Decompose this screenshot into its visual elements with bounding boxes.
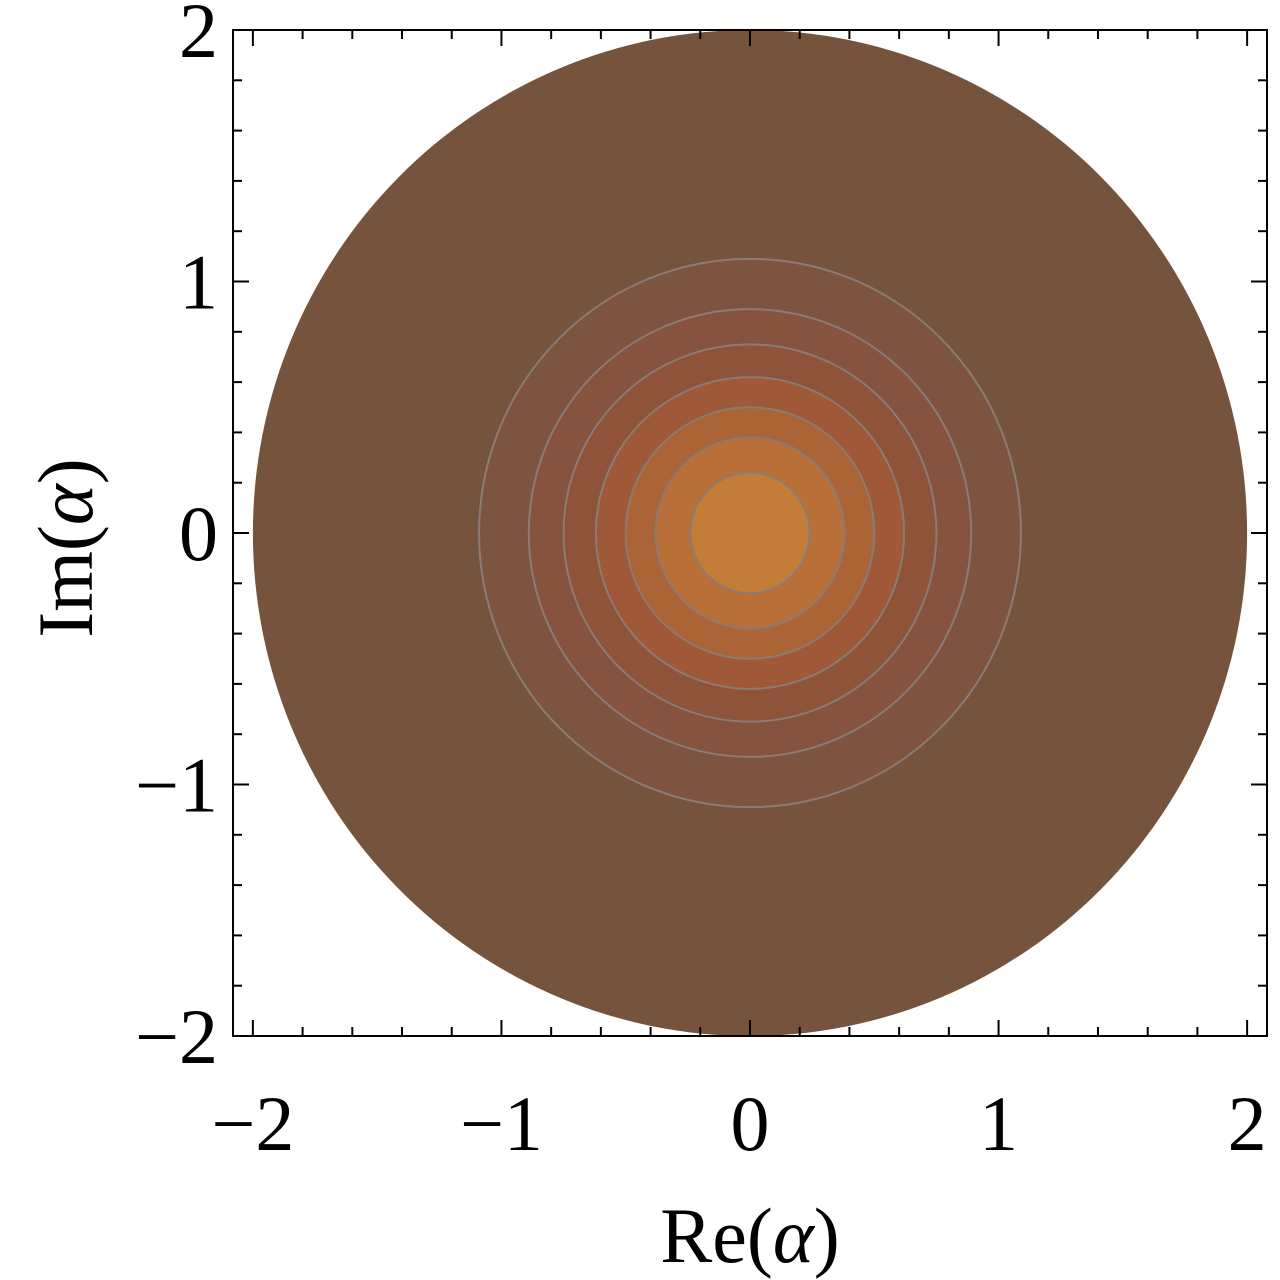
x-tick-label: −2: [211, 1080, 294, 1167]
x-tick-label: −1: [460, 1080, 543, 1167]
y-tick-label: 1: [179, 239, 218, 326]
contour-line: [478, 257, 1022, 809]
contour-band: [690, 472, 810, 594]
contour-line: [624, 406, 876, 660]
x-tick-label: 0: [731, 1080, 770, 1167]
y-axis-label: Im(α): [22, 458, 109, 638]
plot-regions: [252, 30, 1248, 1036]
contour-line: [594, 376, 906, 690]
y-tick-label: 0: [179, 490, 218, 577]
contour-line: [689, 471, 811, 595]
x-tick-label: 1: [979, 1080, 1018, 1167]
y-tick-label: 2: [179, 0, 218, 74]
y-tick-label: −2: [135, 993, 218, 1080]
contour-line: [527, 308, 973, 758]
tick-labels: −2 −1 0 1 2 −2 −1 0 1 2: [135, 0, 1267, 1167]
x-tick-label: 2: [1228, 1080, 1267, 1167]
x-axis-label: Re(α): [660, 1192, 840, 1279]
contour-line: [562, 343, 938, 723]
axis-ticks: [233, 29, 1267, 1037]
y-tick-label: −1: [135, 742, 218, 829]
contour-line: [654, 436, 846, 630]
